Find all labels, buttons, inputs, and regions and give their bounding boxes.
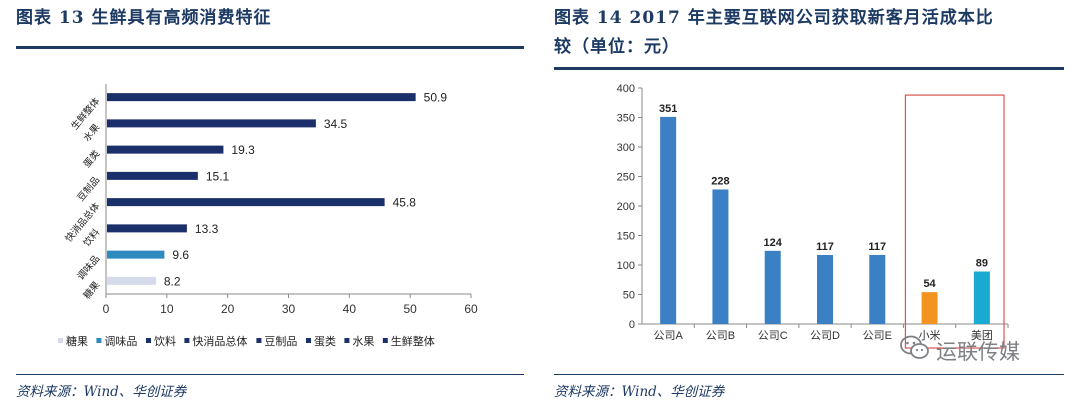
bar [107, 93, 416, 102]
data-label: 54 [923, 278, 936, 290]
data-label: 8.2 [164, 274, 181, 288]
bar [107, 224, 187, 233]
bar [973, 271, 990, 324]
data-label: 34.5 [324, 117, 348, 131]
data-label: 50.9 [424, 91, 448, 105]
y-tick-label: 200 [617, 201, 635, 213]
data-label: 117 [816, 241, 834, 253]
data-label: 9.6 [172, 248, 189, 262]
legend-swatch [306, 338, 311, 343]
legend-swatch [382, 338, 388, 343]
x-tick-label: 60 [464, 302, 478, 316]
data-label: 13.3 [195, 222, 219, 236]
legend-swatch [58, 338, 63, 343]
legend-swatch [146, 338, 151, 343]
bar [107, 250, 165, 259]
bar [817, 254, 833, 324]
category-label: 豆制品 [75, 174, 103, 204]
bar [764, 250, 781, 324]
data-label: 45.8 [393, 196, 417, 210]
legend-label: 糖果 [66, 334, 88, 348]
category-label: 公司C [758, 330, 788, 342]
left-chart-panel: 0 10 20 30 40 50 60 50.9 生鲜整体 34.5 水果 19.3 蛋类 15.1 豆制品… [16, 62, 524, 362]
category-label: 公司A [653, 330, 683, 342]
right-source-rule [554, 374, 1064, 375]
y-tick-label: 350 [617, 113, 635, 125]
right-chart-panel: 0 50 100 150 200 250 300 350 400 351 公司A 228 公司B 124 公… [598, 78, 1018, 353]
legend-label: 调味品 [104, 335, 137, 348]
legend-label: 饮料 [154, 334, 176, 348]
x-tick-label: 40 [343, 302, 357, 316]
category-label: 公司B [706, 330, 735, 342]
y-tick-label: 0 [629, 319, 635, 331]
data-label: 19.3 [231, 143, 255, 157]
category-label: 美团 [971, 329, 993, 342]
right-figure-title-line1: 图表 14 2017 年主要互联网公司获取新客月活成本比 [554, 8, 994, 28]
data-label: 89 [976, 257, 988, 269]
x-tick-label: 30 [282, 302, 296, 316]
right-bar-chart: 0 50 100 150 200 250 300 350 400 351 公司A 228 公司B 124 公… [617, 83, 1009, 349]
left-source-text: 资料来源：Wind、华创证券 [16, 384, 187, 400]
legend-label: 生鲜整体 [391, 334, 435, 348]
highlight-box [904, 94, 1005, 349]
watermark: 运联传媒 [900, 335, 1020, 366]
category-label: 调味品 [75, 253, 103, 283]
bar [921, 292, 938, 324]
x-tick-label: 50 [403, 302, 417, 316]
legend-label: 快消品总体 [192, 334, 247, 348]
legend-label: 水果 [352, 335, 374, 348]
bar [660, 116, 677, 324]
legend-label: 蛋类 [314, 334, 336, 348]
data-label: 117 [868, 241, 886, 253]
left-figure-title: 图表 13 生鲜具有高频消费特征 [16, 8, 272, 28]
x-tick-label: 20 [221, 302, 235, 316]
legend-swatch [184, 338, 190, 343]
y-tick-label: 250 [617, 172, 635, 184]
legend-swatch [344, 338, 350, 343]
legend-swatch [256, 338, 262, 343]
bar [107, 276, 156, 285]
data-label: 228 [711, 175, 729, 187]
category-label: 公司E [863, 330, 892, 342]
category-label: 公司D [810, 330, 840, 342]
bar [107, 171, 198, 180]
data-label: 351 [659, 103, 677, 115]
legend-label: 豆制品 [264, 335, 297, 348]
left-title-rule [16, 46, 524, 49]
y-tick-label: 400 [617, 83, 635, 95]
watermark-text: 运联传媒 [936, 339, 1020, 364]
y-tick-label: 50 [623, 290, 635, 302]
category-label: 小米 [919, 329, 941, 342]
bar [107, 198, 385, 207]
bar [107, 145, 224, 154]
category-label: 蛋类 [81, 147, 103, 170]
legend-swatch [96, 338, 102, 343]
left-source-rule [16, 374, 524, 375]
right-source-text: 资料来源：Wind、华创证券 [554, 384, 725, 400]
bar [869, 254, 886, 324]
wechat-icon [900, 335, 930, 366]
right-figure-title-line2: 较（单位：元） [554, 37, 680, 57]
y-tick-label: 150 [617, 231, 635, 243]
x-tick-label: 0 [103, 302, 110, 316]
data-label: 15.1 [206, 169, 230, 183]
left-bar-chart: 0 10 20 30 40 50 60 50.9 生鲜整体 34.5 水果 19.3 蛋类 15.1 豆制品… [58, 84, 478, 348]
y-tick-label: 100 [617, 260, 635, 272]
bar [107, 119, 316, 128]
x-tick-label: 10 [160, 302, 174, 316]
bar [712, 189, 729, 324]
data-label: 124 [764, 237, 783, 249]
y-tick-label: 300 [617, 142, 635, 154]
right-title-rule [554, 67, 1064, 70]
